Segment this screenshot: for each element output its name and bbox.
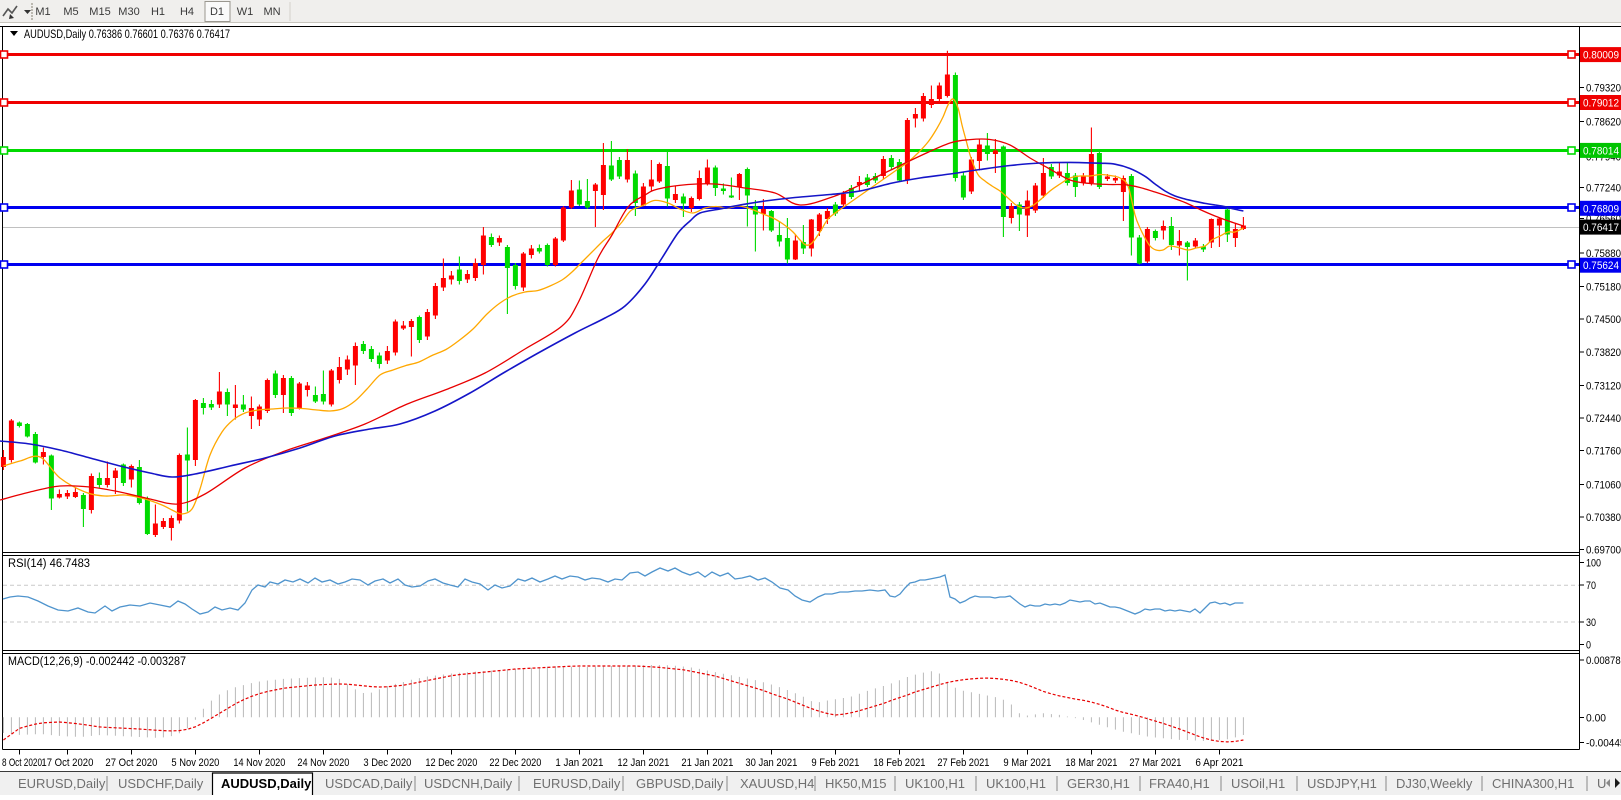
svg-text:0.78014: 0.78014 [1583, 145, 1619, 157]
svg-text:0.71060: 0.71060 [1586, 479, 1621, 491]
svg-text:3 Dec 2020: 3 Dec 2020 [363, 757, 411, 769]
svg-text:70: 70 [1586, 580, 1596, 592]
svg-text:0.76417: 0.76417 [1583, 222, 1619, 234]
svg-text:USDJPY,H1: USDJPY,H1 [1307, 776, 1377, 791]
svg-text:24 Nov 2020: 24 Nov 2020 [297, 757, 349, 769]
svg-text:EURUSD,Daily: EURUSD,Daily [533, 776, 621, 791]
svg-text:17 Oct 2020: 17 Oct 2020 [41, 757, 93, 769]
svg-text:USDCNH,Daily: USDCNH,Daily [424, 776, 513, 791]
svg-text:0.75624: 0.75624 [1583, 260, 1619, 272]
svg-text:0.70380: 0.70380 [1586, 512, 1621, 524]
svg-text:H1: H1 [151, 6, 165, 18]
svg-text:UK100,H1: UK100,H1 [905, 776, 965, 791]
svg-text:-0.004451: -0.004451 [1586, 737, 1621, 749]
svg-text:CHINA300,H1: CHINA300,H1 [1492, 776, 1574, 791]
svg-text:12 Jan 2021: 12 Jan 2021 [617, 757, 669, 769]
svg-text:0.78620: 0.78620 [1586, 116, 1621, 128]
svg-text:27 Feb 2021: 27 Feb 2021 [937, 757, 989, 769]
svg-text:XAUUSD,H4: XAUUSD,H4 [740, 776, 814, 791]
svg-text:12 Dec 2020: 12 Dec 2020 [425, 757, 477, 769]
svg-text:14 Nov 2020: 14 Nov 2020 [233, 757, 285, 769]
svg-text:30 Jan 2021: 30 Jan 2021 [745, 757, 797, 769]
svg-text:27 Oct 2020: 27 Oct 2020 [105, 757, 157, 769]
svg-text:W1: W1 [237, 6, 254, 18]
svg-text:UK100,H1: UK100,H1 [986, 776, 1046, 791]
svg-text:GBPUSD,Daily: GBPUSD,Daily [636, 776, 724, 791]
svg-text:22 Dec 2020: 22 Dec 2020 [489, 757, 541, 769]
svg-text:0.71760: 0.71760 [1586, 446, 1621, 458]
svg-text:M30: M30 [118, 6, 139, 18]
svg-text:27 Mar 2021: 27 Mar 2021 [1129, 757, 1181, 769]
svg-text:AUDUSD,Daily: AUDUSD,Daily [221, 776, 312, 791]
svg-text:0.75180: 0.75180 [1586, 282, 1621, 294]
svg-text:100: 100 [1586, 558, 1601, 570]
svg-text:AUDUSD,Daily 0.76386 0.76601: AUDUSD,Daily 0.76386 0.76601 0.76376 0.7… [24, 27, 230, 41]
svg-text:RSI(14) 46.7483: RSI(14) 46.7483 [8, 558, 90, 570]
svg-text:0.79320: 0.79320 [1586, 83, 1621, 95]
svg-text:0.73820: 0.73820 [1586, 347, 1621, 359]
svg-text:0.72440: 0.72440 [1586, 413, 1621, 425]
svg-text:0.73120: 0.73120 [1586, 380, 1621, 392]
svg-text:0.77240: 0.77240 [1586, 183, 1621, 195]
svg-text:6 Apr 2021: 6 Apr 2021 [1195, 757, 1243, 769]
svg-text:18 Feb 2021: 18 Feb 2021 [873, 757, 925, 769]
svg-text:MACD(12,26,9) -0.002442 -0.003: MACD(12,26,9) -0.002442 -0.003287 [8, 656, 186, 668]
svg-text:M5: M5 [63, 6, 78, 18]
svg-text:USOil,H1: USOil,H1 [1231, 776, 1285, 791]
svg-text:0.76809: 0.76809 [1583, 203, 1619, 215]
svg-text:1 Jan 2021: 1 Jan 2021 [555, 757, 603, 769]
svg-text:5 Nov 2020: 5 Nov 2020 [171, 757, 219, 769]
svg-text:H4: H4 [180, 6, 194, 18]
svg-text:USDCAD,Daily: USDCAD,Daily [325, 776, 413, 791]
svg-text:M15: M15 [89, 6, 110, 18]
svg-text:0.74500: 0.74500 [1586, 314, 1621, 326]
svg-text:USDCHF,Daily: USDCHF,Daily [118, 776, 204, 791]
svg-text:0.008782: 0.008782 [1586, 655, 1621, 667]
svg-text:9 Feb 2021: 9 Feb 2021 [811, 757, 859, 769]
svg-text:0.80009: 0.80009 [1583, 50, 1619, 62]
svg-text:18 Mar 2021: 18 Mar 2021 [1065, 757, 1117, 769]
svg-text:0.79012: 0.79012 [1583, 98, 1619, 110]
svg-text:EURUSD,Daily: EURUSD,Daily [18, 776, 106, 791]
svg-text:9 Mar 2021: 9 Mar 2021 [1003, 757, 1051, 769]
svg-text:HK50,M15: HK50,M15 [825, 776, 886, 791]
svg-text:0: 0 [1586, 639, 1591, 651]
svg-text:DJ30,Weekly: DJ30,Weekly [1396, 776, 1473, 791]
svg-text:8 Oct 2020: 8 Oct 2020 [2, 757, 42, 769]
svg-text:MN: MN [263, 6, 280, 18]
svg-text:0.75880: 0.75880 [1586, 248, 1621, 260]
svg-text:0.69700: 0.69700 [1586, 545, 1621, 557]
svg-text:21 Jan 2021: 21 Jan 2021 [681, 757, 733, 769]
svg-text:D1: D1 [210, 6, 224, 18]
svg-text:FRA40,H1: FRA40,H1 [1149, 776, 1210, 791]
svg-text:M1: M1 [35, 6, 50, 18]
svg-text:0.00: 0.00 [1586, 712, 1606, 724]
svg-text:30: 30 [1586, 617, 1596, 629]
svg-text:U: U [1597, 776, 1606, 791]
svg-text:GER30,H1: GER30,H1 [1067, 776, 1130, 791]
